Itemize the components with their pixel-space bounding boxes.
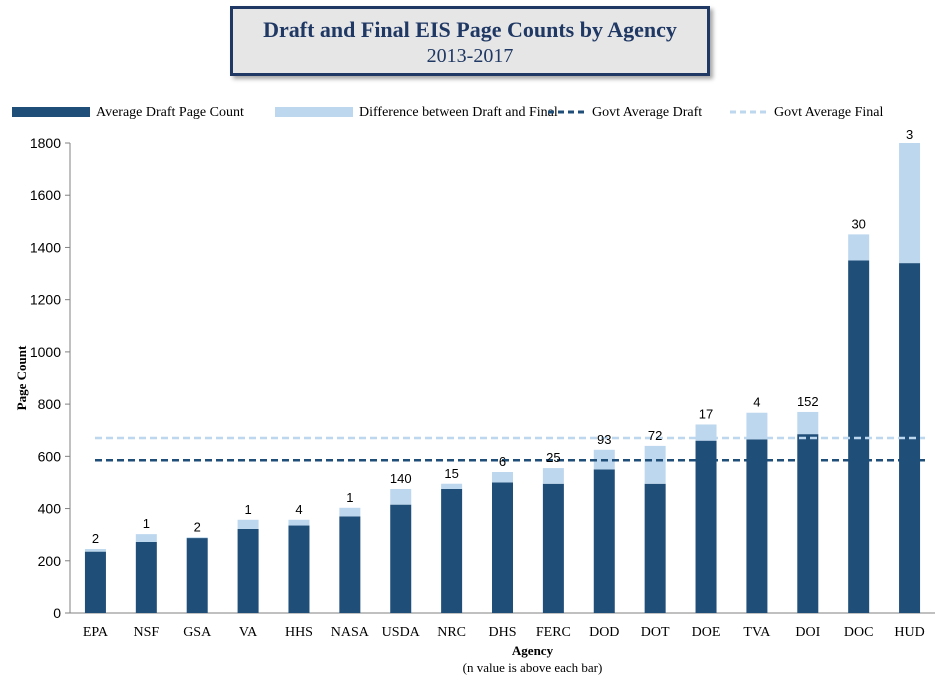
n-value-label: 2	[92, 531, 99, 546]
x-tick-label: NSF	[133, 625, 159, 640]
n-value-label: 17	[699, 406, 713, 421]
y-tick-label: 400	[38, 501, 62, 517]
bar-draft-ferc	[542, 483, 564, 613]
x-tick-label: DHS	[488, 625, 516, 640]
bar-draft-nsf	[135, 541, 157, 613]
y-tick-label: 600	[38, 448, 62, 464]
legend-label: Difference between Draft and Final	[359, 105, 558, 120]
x-tick-label: DOT	[641, 625, 670, 640]
x-axis-note: (n value is above each bar)	[463, 660, 603, 675]
bar-difference-nrc	[441, 483, 463, 489]
n-value-label: 140	[390, 471, 412, 486]
bar-draft-va	[237, 528, 259, 613]
legend-label: Govt Average Draft	[592, 105, 702, 120]
n-value-label: 1	[244, 502, 251, 517]
n-value-label: 30	[851, 216, 865, 231]
bar-difference-gsa	[186, 537, 208, 539]
y-tick-label: 1400	[30, 239, 61, 255]
n-value-label: 93	[597, 432, 611, 447]
bar-draft-dod	[593, 469, 615, 613]
x-tick-label: VA	[239, 625, 258, 640]
bar-difference-ferc	[542, 468, 564, 484]
x-tick-label: DOD	[589, 625, 619, 640]
bar-difference-doi	[797, 411, 819, 435]
n-value-label: 1	[346, 490, 353, 505]
bar-difference-doe	[695, 424, 717, 441]
n-value-label: 3	[906, 127, 913, 142]
x-tick-label: USDA	[382, 625, 421, 640]
x-tick-label: NASA	[331, 625, 370, 640]
n-value-label: 25	[546, 450, 560, 465]
bar-draft-dhs	[492, 482, 513, 613]
y-tick-label: 200	[38, 553, 62, 569]
x-tick-label: FERC	[536, 625, 571, 640]
bar-difference-doc	[848, 234, 870, 261]
bar-difference-hhs	[288, 519, 310, 526]
n-value-label: 15	[444, 466, 458, 481]
labels: EPA 2 NSF 1 GSA 2 VA 1 HHS 4 NASA 1 USDA 140 NRC 15 DHS 6…	[83, 127, 925, 640]
n-value-label: 4	[753, 395, 760, 410]
n-value-label: 2	[194, 519, 201, 534]
bar-draft-epa	[84, 551, 106, 613]
x-axis-label: Agency	[512, 643, 554, 658]
legend-swatch	[275, 107, 353, 117]
x-tick-label: NRC	[437, 625, 466, 640]
x-tick-label: HHS	[285, 625, 313, 640]
n-value-label: 152	[797, 394, 819, 409]
reference-lines	[95, 436, 925, 462]
x-tick-label: DOE	[692, 625, 721, 640]
bar-difference-va	[237, 519, 259, 529]
x-tick-label: TVA	[743, 625, 771, 640]
y-tick-label: 1600	[30, 187, 61, 203]
chart-title: Draft and Final EIS Page Counts by Agenc…	[263, 17, 677, 42]
legend-swatch	[12, 107, 90, 117]
x-tick-label: GSA	[183, 625, 212, 640]
bar-draft-doc	[848, 260, 870, 613]
bar-draft-gsa	[186, 538, 208, 613]
y-tick-label: 1200	[30, 292, 61, 308]
x-tick-label: DOI	[795, 625, 820, 640]
legend-label: Govt Average Final	[774, 105, 883, 120]
n-value-label: 6	[499, 454, 506, 469]
bar-draft-hhs	[288, 525, 310, 613]
y-tick-label: 800	[38, 396, 62, 412]
bar-difference-epa	[84, 549, 106, 552]
bar-draft-doe	[695, 440, 717, 613]
bar-draft-nrc	[441, 488, 463, 613]
legend-label: Average Draft Page Count	[96, 105, 244, 120]
n-value-label: 72	[648, 428, 662, 443]
y-tick-label: 1000	[30, 344, 61, 360]
bar-difference-dot	[644, 445, 666, 484]
bar-difference-nsf	[135, 534, 157, 542]
x-tick-label: DOC	[844, 625, 874, 640]
n-value-label: 1	[143, 516, 150, 531]
y-tick-label: 0	[53, 605, 61, 621]
n-value-label: 4	[295, 502, 302, 517]
bar-draft-tva	[746, 439, 768, 613]
bar-difference-tva	[746, 412, 768, 440]
bar-draft-nasa	[339, 516, 361, 613]
y-tick-label: 1800	[30, 135, 61, 151]
chart-title-box: Draft and Final EIS Page Counts by Agenc…	[230, 6, 710, 76]
bar-draft-doi	[797, 434, 819, 613]
bar-draft-dot	[644, 483, 666, 613]
bar-draft-usda	[390, 504, 412, 613]
bar-difference-nasa	[339, 507, 361, 517]
bars	[84, 143, 921, 613]
bar-difference-usda	[390, 488, 412, 505]
chart-subtitle: 2013-2017	[426, 45, 514, 67]
x-tick-label: EPA	[83, 625, 109, 640]
x-tick-label: HUD	[894, 625, 924, 640]
bar-difference-hud	[899, 143, 921, 264]
bar-difference-dhs	[492, 472, 513, 483]
y-axis-label: Page Count	[14, 345, 29, 410]
legend: Average Draft Page Count Difference betwe…	[12, 105, 883, 120]
